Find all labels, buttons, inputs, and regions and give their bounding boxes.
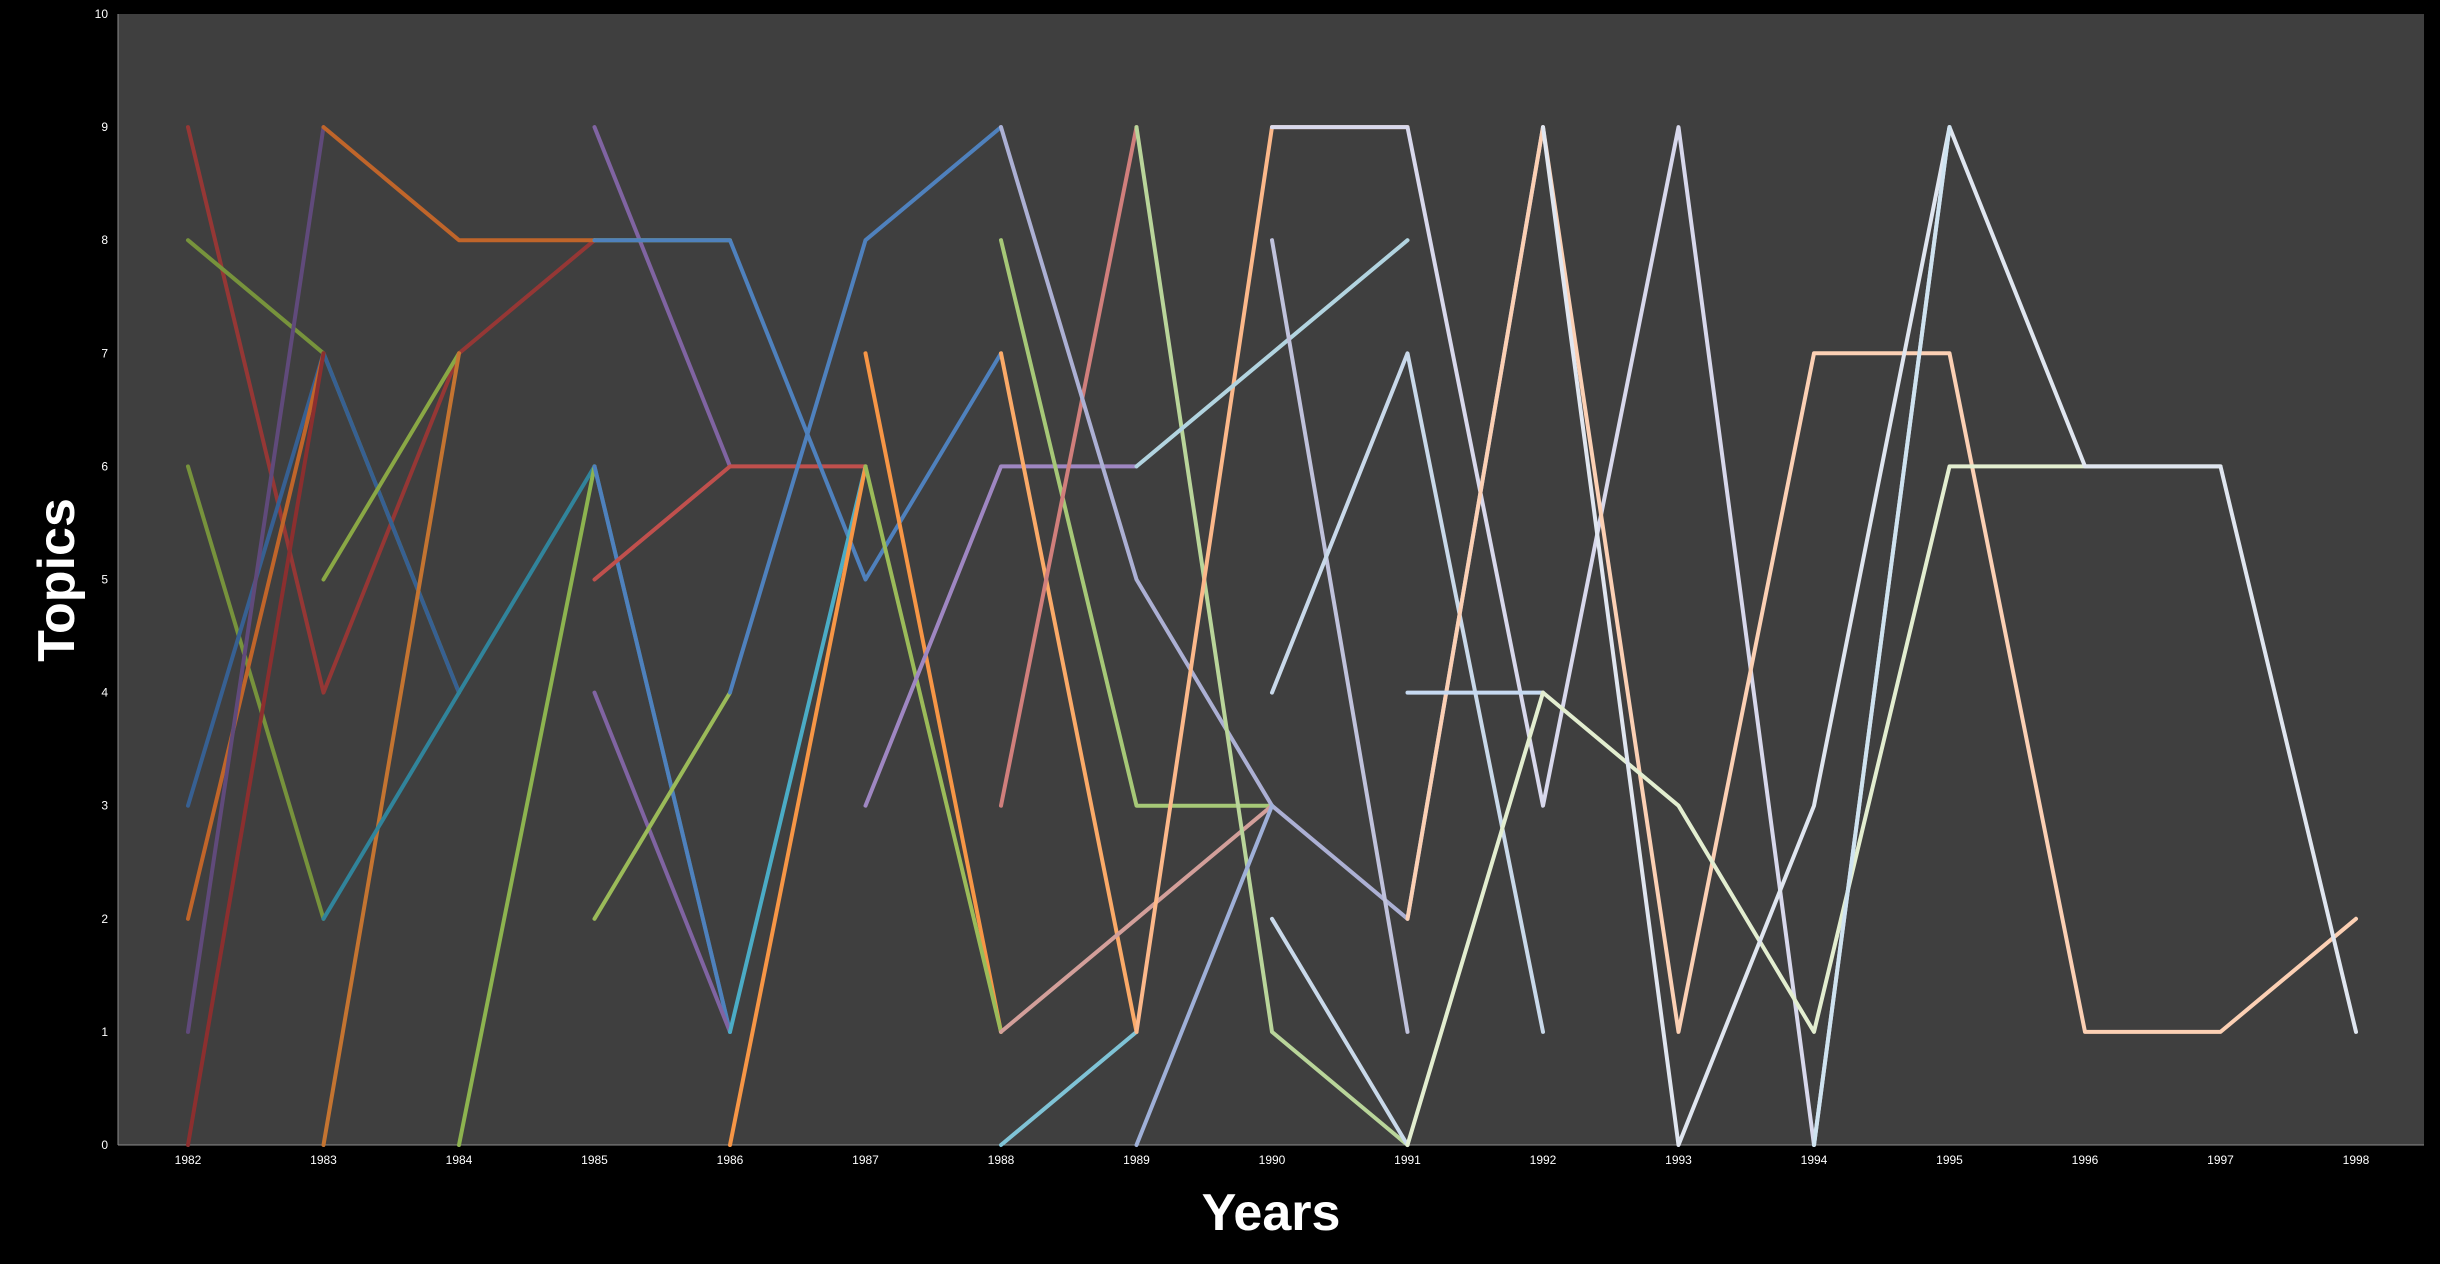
- x-tick-label: 1983: [310, 1153, 337, 1167]
- series-line-28: [999, 125, 1139, 808]
- series-line-18: [592, 690, 732, 921]
- x-tick-label: 1995: [1936, 1153, 1963, 1167]
- y-tick-label: 7: [101, 346, 108, 360]
- series-line-37: [1270, 351, 1545, 1034]
- y-tick-label: 2: [101, 912, 108, 926]
- x-tick-label: 1992: [1530, 1153, 1557, 1167]
- x-tick-label: 1998: [2343, 1153, 2370, 1167]
- y-tick-labels: 0 1 2 3 4 5 6 7 8 9 10: [95, 7, 109, 1152]
- series-line-24: [863, 464, 1003, 1034]
- series-line-26: [999, 238, 1274, 808]
- y-tick-label: 3: [101, 799, 108, 813]
- series-line-27: [999, 351, 1139, 1034]
- x-tick-label: 1997: [2207, 1153, 2234, 1167]
- x-tick-label: 1994: [1801, 1153, 1828, 1167]
- series-line-9: [321, 351, 461, 582]
- x-tick-label: 1982: [175, 1153, 202, 1167]
- plot-area: [118, 14, 2424, 1145]
- y-tick-label: 0: [101, 1138, 108, 1152]
- x-tick-label: 1987: [852, 1153, 879, 1167]
- series-line-34: [1134, 803, 1274, 1147]
- series-line-38: [1270, 916, 1410, 1147]
- y-tick-label: 6: [101, 459, 108, 473]
- series-line-25: [863, 464, 1139, 808]
- x-tick-labels: 1982 1983 1984 1985 1986 1987 1988 1989 1990 1991…: [175, 1153, 2370, 1167]
- x-tick-label: 1985: [581, 1153, 608, 1167]
- x-tick-label: 1984: [446, 1153, 473, 1167]
- y-tick-label: 4: [101, 686, 108, 700]
- y-tick-label: 8: [101, 233, 108, 247]
- x-tick-label: 1988: [988, 1153, 1015, 1167]
- series-line-20: [728, 125, 1003, 695]
- series-line-6: [186, 125, 326, 1034]
- x-tick-label: 1986: [717, 1153, 744, 1167]
- y-tick-label: 9: [101, 120, 108, 134]
- series-line-10: [321, 351, 461, 1147]
- x-tick-label: 1996: [2072, 1153, 2099, 1167]
- x-tick-label: 1989: [1123, 1153, 1150, 1167]
- series-line-29: [999, 803, 1274, 1034]
- series-line-23: [863, 351, 1003, 1034]
- series-line-5: [186, 351, 326, 921]
- x-tick-label: 1993: [1665, 1153, 1692, 1167]
- series-line-30: [999, 1029, 1139, 1147]
- series-line-3: [186, 464, 326, 921]
- series-line-44: [1812, 125, 1952, 1147]
- series-line-21: [728, 464, 868, 1034]
- y-tick-label: 10: [95, 7, 109, 21]
- series-line-35: [1134, 238, 1410, 469]
- y-tick-label: 1: [101, 1025, 108, 1039]
- series-line-12: [457, 464, 597, 1147]
- y-tick-label: 5: [101, 573, 108, 587]
- series-line-8: [321, 125, 597, 243]
- series-line-19: [592, 238, 1003, 582]
- series-line-13: [592, 125, 732, 469]
- series-line-40: [1405, 125, 2358, 1034]
- series-line-17: [592, 690, 732, 1034]
- series-line-7: [186, 351, 326, 1147]
- y-axis-title: Topics: [28, 498, 86, 662]
- x-tick-label: 1990: [1259, 1153, 1286, 1167]
- x-axis-title: Years: [1202, 1184, 1341, 1242]
- series-layer: [186, 125, 2358, 1147]
- x-tick-label: 1991: [1394, 1153, 1421, 1167]
- series-line-36: [1270, 238, 1410, 1034]
- series-line-22: [728, 464, 868, 1147]
